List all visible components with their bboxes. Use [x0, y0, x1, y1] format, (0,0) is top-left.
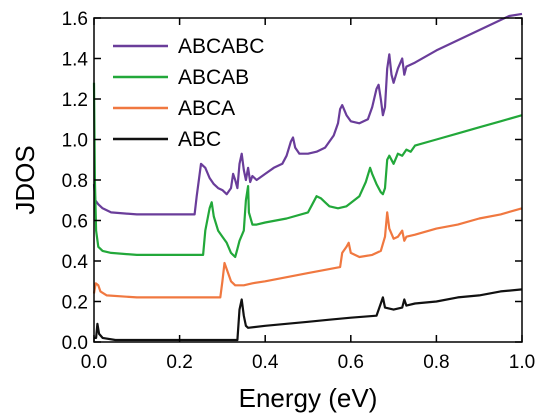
y-tick-label: 1.2	[62, 90, 88, 111]
series-line-abcab	[92, 82, 523, 259]
legend-label-abca: ABCA	[178, 97, 235, 120]
y-tick-label: 0.0	[62, 333, 88, 354]
legend-label-abcabc: ABCABC	[178, 35, 264, 58]
legend-label-abc: ABC	[178, 128, 221, 151]
y-tick-label: 0.2	[62, 293, 88, 314]
series-layer	[92, 12, 523, 342]
legend-label-abcab: ABCAB	[178, 66, 249, 89]
y-tick-label: 0.8	[62, 171, 88, 192]
series-line-abca	[92, 207, 523, 299]
x-tick-label: 0.6	[338, 352, 364, 373]
x-tick-label: 0.4	[252, 352, 279, 373]
y-tick-label: 1.4	[62, 50, 89, 71]
y-tick-label: 1.0	[62, 131, 88, 152]
y-axis-title: JDOS	[10, 145, 40, 214]
y-tick-label: 0.6	[62, 212, 88, 233]
axis-ticks: 0.0 0.2 0.4 0.6 0.8 1.0 0.0 0.2 0.4 0.6 0.8 1.0 1.2 1…	[62, 9, 536, 373]
x-tick-label: 1.0	[509, 352, 535, 373]
y-tick-label: 1.6	[62, 9, 88, 30]
x-tick-label: 0.2	[166, 352, 192, 373]
legend: ABCABC ABCAB ABCA ABC	[113, 35, 264, 151]
series-line-abc	[94, 288, 523, 342]
y-tick-label: 0.4	[62, 252, 89, 273]
plot-frame	[93, 17, 523, 343]
x-axis-title: Energy (eV)	[239, 383, 378, 413]
x-tick-label: 0.0	[81, 352, 107, 373]
x-tick-label: 0.8	[423, 352, 449, 373]
series-line-abcabc	[92, 12, 523, 216]
